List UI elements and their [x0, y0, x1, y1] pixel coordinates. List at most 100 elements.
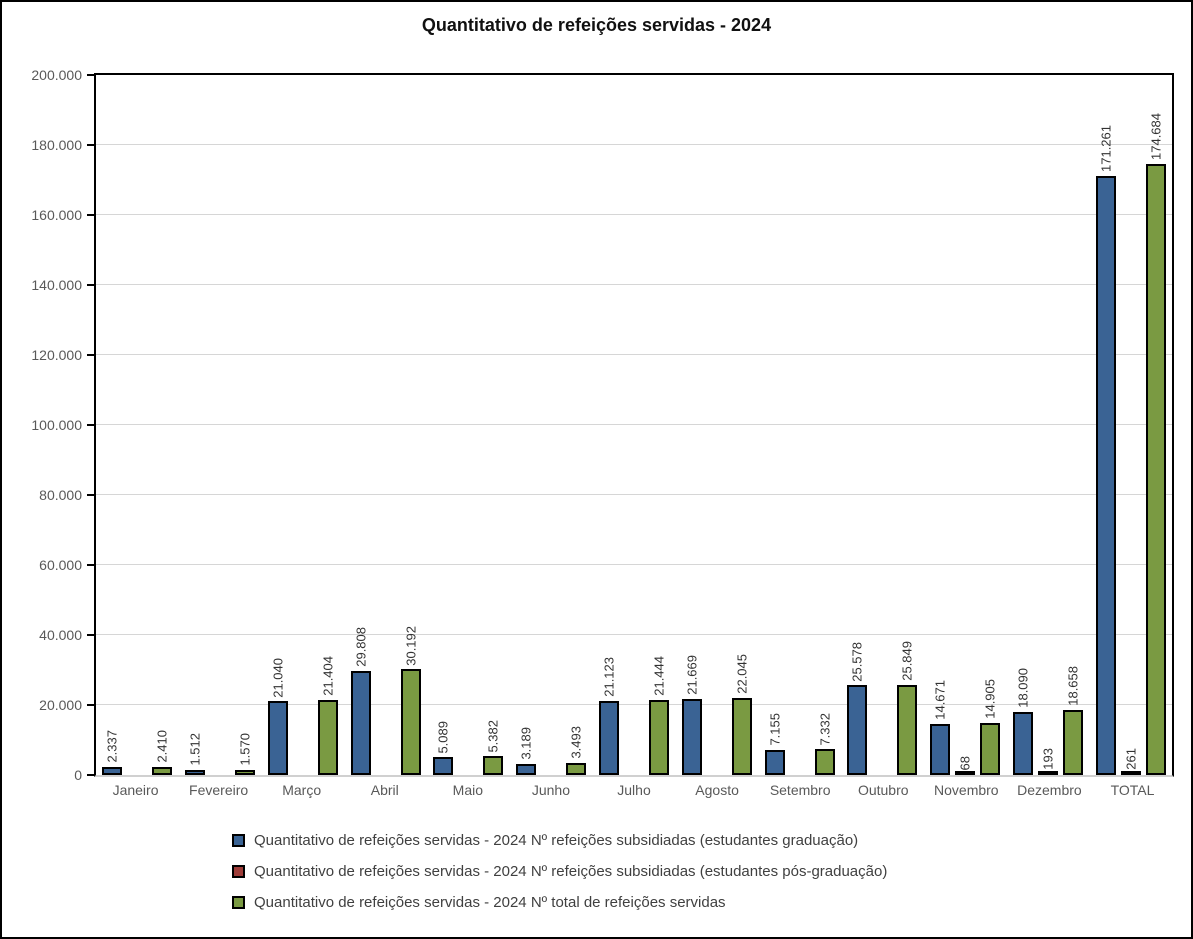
bar-graduacao — [516, 763, 537, 775]
x-axis-label: Maio — [452, 782, 484, 798]
bar-pos-graduacao — [1037, 771, 1058, 775]
x-axis-label: Outubro — [857, 782, 909, 798]
bar-value-label: 1.570 — [237, 732, 253, 766]
bar-total — [152, 766, 173, 775]
bar-slot-pos-graduacao — [541, 75, 561, 775]
y-axis-tick — [87, 354, 94, 356]
bar-graduacao — [681, 699, 702, 775]
gridline — [96, 354, 1172, 355]
y-axis-label: 140.000 — [31, 277, 82, 293]
legend-item-pos-graduacao: Quantitativo de refeições servidas - 202… — [232, 863, 887, 880]
bar-value-label: 261 — [1123, 748, 1139, 770]
bar-total — [235, 769, 256, 775]
bar-value-label: 1.512 — [187, 733, 203, 766]
x-axis: Janeiro Fevereiro Março Abril Maio Junho Julho… — [94, 782, 1174, 798]
bar-value-label: 25.578 — [849, 641, 865, 682]
bar-value-label: 18.090 — [1015, 667, 1031, 708]
bar-graduacao — [350, 670, 371, 775]
category-column: 7.155 7.332 — [758, 75, 841, 775]
bar-value-label: 5.089 — [435, 720, 451, 754]
y-axis-label: 20.000 — [39, 697, 82, 713]
y-axis-tick — [87, 774, 94, 776]
bar-graduacao — [185, 769, 206, 775]
bar-slot-pos-graduacao — [127, 75, 147, 775]
category-column: 21.040 21.404 — [262, 75, 345, 775]
bar-value-label: 21.404 — [320, 656, 336, 697]
legend-label: Quantitativo de refeições servidas - 202… — [254, 832, 859, 849]
bar-slot-pos-graduacao: 193 — [1037, 75, 1058, 775]
x-axis-label: Janeiro — [112, 782, 159, 798]
bar-total — [1062, 709, 1083, 775]
gridline — [96, 284, 1172, 285]
y-axis-tick — [87, 634, 94, 636]
bar-slot-pos-graduacao — [458, 75, 478, 775]
category-column: 1.512 1.570 — [179, 75, 262, 775]
bar-total — [1145, 163, 1166, 775]
bar-value-label: 14.671 — [932, 679, 948, 720]
bar-graduacao — [847, 685, 868, 775]
legend-item-total: Quantitativo de refeições servidas - 202… — [232, 894, 887, 911]
x-axis-label: TOTAL — [1110, 782, 1155, 798]
bar-slot-graduacao: 18.090 — [1012, 75, 1033, 775]
plot-area: 2.337 2.410 1.512 1.570 21.040 21.404 29.808 30… — [94, 73, 1174, 777]
gridline — [96, 214, 1172, 215]
bar-total — [648, 699, 669, 775]
category-column: 171.261 261 174.684 — [1089, 75, 1172, 775]
bar-total — [897, 684, 918, 775]
bar-value-label: 14.905 — [982, 679, 998, 719]
legend-label: Quantitativo de refeições servidas - 202… — [254, 863, 888, 880]
category-column: 5.089 5.382 — [427, 75, 510, 775]
bar-value-label: 21.040 — [270, 657, 286, 698]
bar-slot-graduacao: 7.155 — [764, 75, 785, 775]
bar-slot-total: 2.410 — [152, 75, 173, 775]
bar-slot-total: 22.045 — [731, 75, 752, 775]
category-column: 21.123 21.444 — [593, 75, 676, 775]
bar-slot-graduacao: 21.040 — [267, 75, 288, 775]
x-axis-label: Novembro — [934, 782, 999, 798]
x-axis-label: Abril — [370, 782, 399, 798]
bar-slot-graduacao: 21.669 — [681, 75, 702, 775]
category-column: 3.189 3.493 — [510, 75, 593, 775]
bar-slot-total: 21.404 — [317, 75, 338, 775]
y-axis-tick — [87, 214, 94, 216]
y-axis-label: 40.000 — [39, 627, 82, 643]
bar-slot-total: 174.684 — [1145, 75, 1166, 775]
bar-slot-graduacao: 14.671 — [930, 75, 951, 775]
bar-slot-pos-graduacao — [624, 75, 644, 775]
category-column: 18.090 193 18.658 — [1006, 75, 1089, 775]
x-axis-label: Março — [282, 782, 322, 798]
category-column: 25.578 25.849 — [841, 75, 924, 775]
bar-value-label: 29.808 — [353, 626, 369, 667]
x-axis-label: Dezembro — [1017, 782, 1082, 798]
bar-slot-total: 25.849 — [897, 75, 918, 775]
bar-value-label: 25.849 — [899, 640, 915, 681]
bar-value-label: 30.192 — [403, 625, 419, 666]
bar-value-label: 7.155 — [767, 713, 782, 746]
bar-graduacao — [267, 701, 288, 775]
bar-slot-pos-graduacao — [293, 75, 313, 775]
bar-graduacao — [433, 757, 454, 775]
y-axis: 0 20.000 40.000 60.000 80.000 100.000 120.000 1… — [2, 68, 94, 782]
bar-slot-total: 14.905 — [980, 75, 1001, 775]
bar-slot-pos-graduacao — [707, 75, 727, 775]
bar-value-label: 2.410 — [154, 730, 170, 763]
y-axis-tick — [87, 564, 94, 566]
bar-graduacao — [102, 766, 123, 775]
bar-total — [814, 749, 835, 775]
bar-total — [400, 669, 421, 775]
bar-slot-pos-graduacao — [210, 75, 230, 775]
gridline — [96, 424, 1172, 425]
bar-pos-graduacao — [1120, 771, 1141, 775]
y-axis-label: 200.000 — [31, 67, 82, 83]
bar-slot-graduacao: 21.123 — [598, 75, 619, 775]
legend-label: Quantitativo de refeições servidas - 202… — [254, 894, 726, 911]
bar-slot-pos-graduacao — [872, 75, 892, 775]
x-axis-label: Junho — [531, 782, 570, 798]
bar-slot-total: 18.658 — [1062, 75, 1083, 775]
bar-graduacao — [598, 701, 619, 775]
x-axis-label: Agosto — [695, 782, 739, 798]
x-axis-label: Fevereiro — [189, 782, 249, 798]
gridline — [96, 634, 1172, 635]
y-axis-tick — [87, 494, 94, 496]
